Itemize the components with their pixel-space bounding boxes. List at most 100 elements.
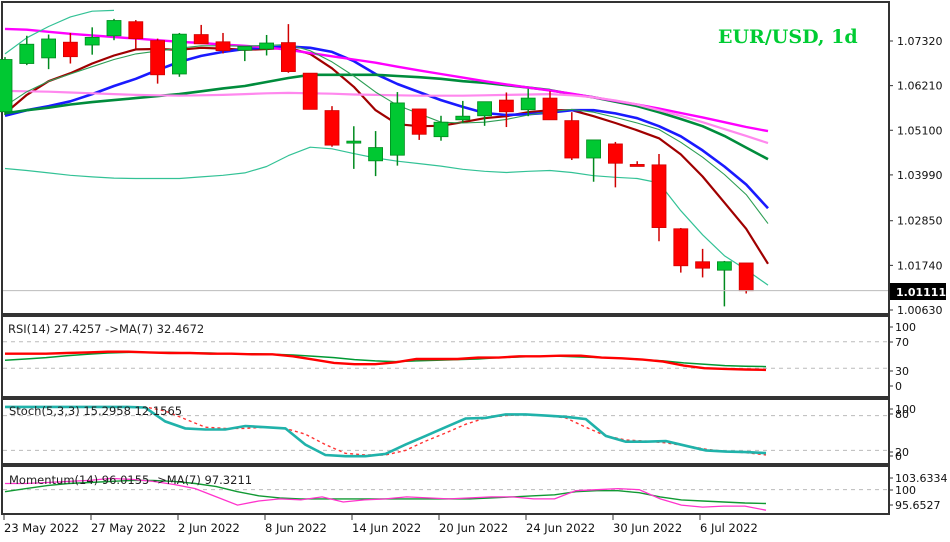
candle-body (455, 115, 471, 121)
candle-body (738, 262, 754, 292)
bullish-candle (368, 131, 384, 177)
candle-body (477, 101, 493, 117)
candle-body (411, 108, 427, 135)
indicator-axis-label: 80 (895, 408, 909, 421)
momentum-label: Momentum(14) 96.0155 ->MA(7) 97.3211 (9, 473, 252, 487)
bullish-candle (389, 92, 405, 166)
bearish-candle (302, 72, 318, 110)
bullish-candle (84, 27, 100, 55)
indicator-axis-label: 0 (895, 380, 902, 393)
candle-body (302, 72, 318, 110)
price-axis-label: 1.07320 (897, 35, 943, 48)
candle-body (673, 228, 689, 267)
indicator-axis-label: 30 (895, 365, 909, 378)
candle-body (63, 41, 78, 58)
bearish-candle (193, 24, 209, 45)
candlestick-series (0, 18, 754, 307)
indicator-axis-label: 100 (895, 321, 916, 334)
overlay-line (4, 45, 769, 210)
candle-body (106, 20, 122, 37)
current-price-value: 1.01111 (896, 286, 946, 299)
bullish-candle (106, 18, 122, 41)
bearish-candle (695, 248, 710, 278)
bullish-candle (586, 139, 601, 182)
date-axis-label: 27 May 2022 (91, 521, 166, 535)
indicator-axis-label: 103.6334 (895, 472, 948, 485)
candle-body (215, 41, 231, 52)
stoch-main-line (5, 405, 767, 458)
date-axis-label: 8 Jun 2022 (265, 521, 327, 535)
candle-body (629, 164, 645, 167)
date-axis-label: 20 Jun 2022 (439, 521, 508, 535)
bullish-candle (433, 115, 449, 141)
bullish-candle (346, 126, 362, 169)
overlay-line (4, 44, 769, 224)
candle-body (150, 40, 166, 76)
candle-body (346, 140, 362, 144)
price-axis-label: 1.01740 (897, 259, 943, 272)
candle-body (564, 120, 580, 159)
overlay-line (4, 9, 115, 55)
bullish-candle (717, 260, 732, 307)
bearish-candle (673, 227, 689, 273)
candle-body (368, 147, 384, 162)
date-axis-label: 14 Jun 2022 (352, 521, 421, 535)
overlay-line (4, 46, 769, 265)
candle-body (128, 21, 144, 39)
main-price-panel[interactable] (1, 1, 890, 315)
rsi-panel[interactable] (1, 315, 890, 398)
bullish-candle (259, 34, 275, 56)
candle-body (237, 46, 253, 51)
price-axis-label: 1.00630 (897, 304, 943, 317)
candle-body (0, 59, 13, 113)
price-axis-label: 1.02850 (897, 215, 943, 228)
candle-body (171, 33, 187, 75)
momentum-lines (3, 477, 888, 511)
moving-average-overlays (4, 9, 769, 286)
indicator-axis-label: 70 (895, 336, 909, 349)
candle-body (324, 110, 340, 146)
candle-body (498, 99, 514, 113)
bearish-candle (542, 91, 558, 121)
bearish-candle (608, 141, 623, 188)
rsi-line (5, 350, 767, 372)
price-axis-label: 1.05100 (897, 124, 943, 137)
indicator-axis-label: 100 (895, 403, 916, 416)
indicator-axis-label: 20 (895, 446, 909, 459)
price-axis[interactable]: 1.07320 1.06210 1.05100 1.03990 1.02850 1.017… (889, 35, 943, 317)
candle-body (280, 42, 296, 72)
rsi-label: RSI(14) 27.4257 ->MA(7) 32.4672 (8, 322, 204, 336)
bearish-candle (215, 32, 231, 54)
overlay-line (4, 73, 769, 161)
date-axis-label: 2 Jun 2022 (178, 521, 240, 535)
candle-body (651, 164, 667, 228)
stochastic-label: Stoch(5,3,3) 15.2958 12.1565 (9, 404, 182, 418)
bearish-candle (324, 106, 340, 147)
candle-body (542, 97, 558, 121)
momentum-line (5, 477, 767, 511)
overlay-line (4, 146, 769, 286)
bearish-candle (738, 262, 754, 294)
candle-body (608, 143, 623, 164)
bullish-candle (455, 100, 471, 124)
bearish-candle (63, 32, 78, 64)
price-axis-label: 1.06210 (897, 80, 943, 93)
bearish-candle (280, 24, 296, 73)
rsi-lines (3, 341, 888, 372)
candle-body (41, 38, 56, 59)
indicator-axis-label: 95.6527 (895, 499, 941, 512)
bearish-candle (411, 108, 427, 140)
date-axis-label: 6 Jul 2022 (700, 521, 758, 535)
candle-body (586, 139, 601, 159)
bearish-candle (629, 161, 645, 167)
current-price-tag (890, 283, 946, 300)
candle-body (193, 34, 209, 45)
date-axis-label: 23 May 2022 (4, 521, 79, 535)
overlay-line (4, 89, 769, 145)
date-axis[interactable]: 23 May 2022 27 May 2022 2 Jun 2022 8 Jun 20… (3, 514, 758, 535)
bullish-candle (0, 57, 13, 115)
bearish-candle (498, 92, 514, 128)
stochastic-lines (3, 405, 888, 458)
candle-body (695, 261, 710, 269)
